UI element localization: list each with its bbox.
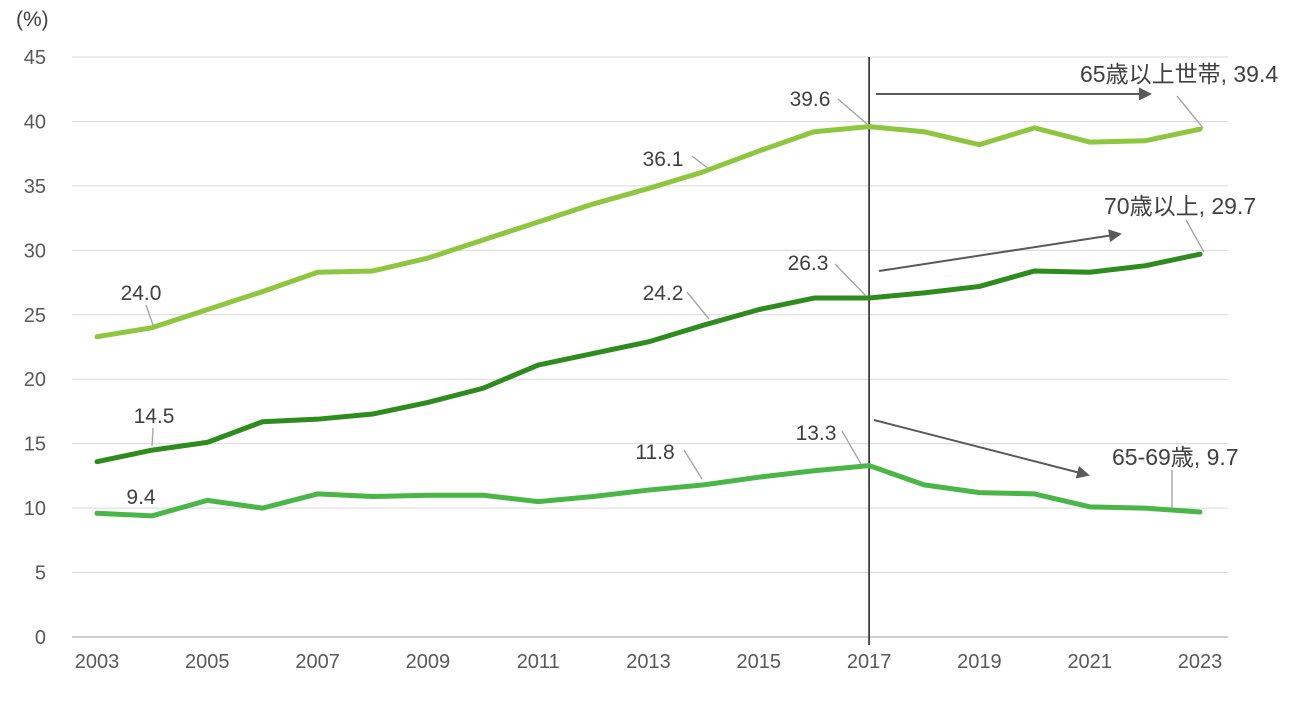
- y-tick-label: 0: [35, 627, 46, 649]
- callout-leader: [834, 263, 867, 297]
- data-label: 14.5: [134, 405, 175, 428]
- series-line-70歳以上: [94, 251, 1203, 465]
- x-tick-label: 2009: [406, 651, 451, 673]
- x-tick-label: 2005: [185, 651, 230, 673]
- y-tick-label: 30: [24, 240, 46, 262]
- data-label: 13.3: [796, 422, 837, 445]
- data-label: 36.1: [643, 148, 684, 171]
- x-tick-label: 2003: [75, 651, 120, 673]
- series-label: 65-69歳, 9.7: [1112, 444, 1239, 470]
- data-label: 11.8: [635, 441, 674, 464]
- callout-leader: [837, 98, 868, 125]
- callout-leader: [686, 291, 710, 320]
- y-axis-unit-label: (%): [16, 8, 49, 31]
- series-label-leader: [1185, 219, 1205, 253]
- y-tick-label: 15: [24, 434, 46, 456]
- x-tick-label: 2021: [1067, 651, 1112, 673]
- data-label: 26.3: [788, 252, 829, 275]
- y-tick-label: 35: [24, 176, 46, 198]
- x-tick-label: 2011: [517, 651, 560, 673]
- x-tick-label: 2023: [1178, 651, 1223, 673]
- series-label-leader: [1176, 95, 1204, 129]
- callout-leader: [145, 304, 154, 326]
- data-label: 24.0: [121, 282, 162, 305]
- y-tick-label: 20: [24, 369, 46, 391]
- y-tick-label: 10: [24, 498, 46, 520]
- y-tick-label: 40: [24, 111, 46, 133]
- callout-leader: [151, 427, 154, 447]
- series-line-65-69歳: [94, 463, 1203, 519]
- x-tick-label: 2017: [847, 651, 892, 673]
- y-tick-label: 45: [24, 47, 46, 69]
- data-label: 9.4: [126, 486, 156, 509]
- x-tick-label: 2007: [295, 651, 340, 673]
- x-tick-label: 2015: [737, 651, 782, 673]
- x-tick-label: 2019: [957, 651, 1002, 673]
- callout-leader: [841, 430, 862, 465]
- x-tick-label: 2013: [626, 651, 671, 673]
- y-tick-label: 5: [35, 563, 46, 585]
- data-label: 24.2: [643, 282, 684, 305]
- y-tick-label: 25: [24, 305, 46, 327]
- callout-leader: [683, 449, 703, 480]
- data-label: 39.6: [790, 88, 831, 111]
- series-line-65歳以上世帯: [94, 124, 1203, 340]
- annotation-arrow: [873, 419, 1090, 479]
- series-label: 70歳以上, 29.7: [1104, 193, 1256, 219]
- annotation-arrow: [878, 229, 1122, 272]
- callout-leader: [691, 155, 710, 170]
- series-label: 65歳以上世帯, 39.4: [1080, 61, 1278, 87]
